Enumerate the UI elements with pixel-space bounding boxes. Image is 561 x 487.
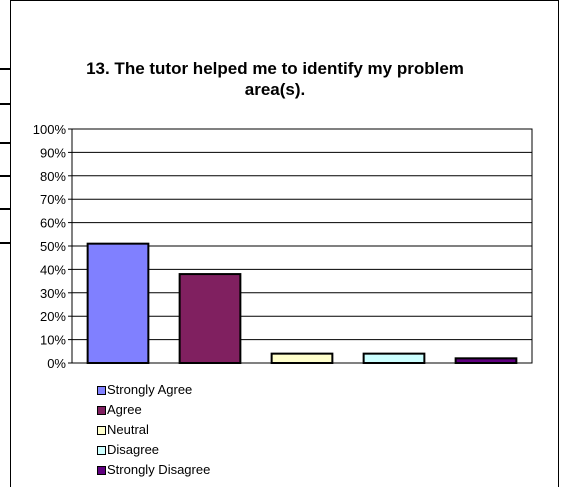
y-tick-label: 80% — [40, 169, 66, 184]
legend-label: Disagree — [107, 442, 160, 457]
legend-item: Disagree — [97, 440, 210, 460]
y-tick-label: 60% — [40, 216, 66, 231]
edge-line — [0, 103, 10, 105]
legend-label: Strongly Disagree — [107, 462, 211, 477]
legend-label: Agree — [107, 402, 142, 417]
legend-item: Neutral — [97, 420, 210, 440]
bar-strongly-disagree — [454, 357, 518, 365]
bar-disagree — [362, 352, 426, 365]
legend-label: Neutral — [107, 422, 149, 437]
y-tick-label: 90% — [40, 145, 66, 160]
legend-label: Strongly Agree — [107, 382, 193, 397]
edge-line — [0, 242, 10, 244]
edge-line — [0, 208, 10, 210]
edge-line — [0, 142, 10, 144]
legend-item: Strongly Disagree — [97, 460, 210, 480]
bar-strongly-agree — [86, 242, 150, 364]
legend-swatch — [97, 405, 106, 415]
y-tick-label: 30% — [40, 286, 66, 301]
legend-swatch — [97, 445, 106, 455]
y-tick-label: 70% — [40, 192, 66, 207]
y-tick-label: 50% — [40, 239, 66, 254]
y-tick-label: 40% — [40, 262, 66, 277]
legend-swatch — [97, 385, 106, 395]
legend-item: Agree — [97, 400, 210, 420]
bar-neutral — [270, 352, 334, 365]
edge-line — [0, 175, 10, 177]
legend-item: Strongly Agree — [97, 380, 210, 400]
edge-line — [0, 68, 10, 70]
legend-swatch — [97, 425, 106, 435]
y-tick-label: 100% — [33, 122, 67, 137]
legend-swatch — [97, 465, 106, 475]
y-tick-label: 10% — [40, 333, 66, 348]
bar-agree — [178, 273, 242, 364]
y-tick-label: 20% — [40, 309, 66, 324]
legend: Strongly Agree Agree Neutral Disagree Strong… — [97, 380, 210, 480]
chart-title: 13. The tutor helped me to identify my p… — [86, 59, 464, 99]
y-tick-label: 0% — [47, 356, 66, 371]
